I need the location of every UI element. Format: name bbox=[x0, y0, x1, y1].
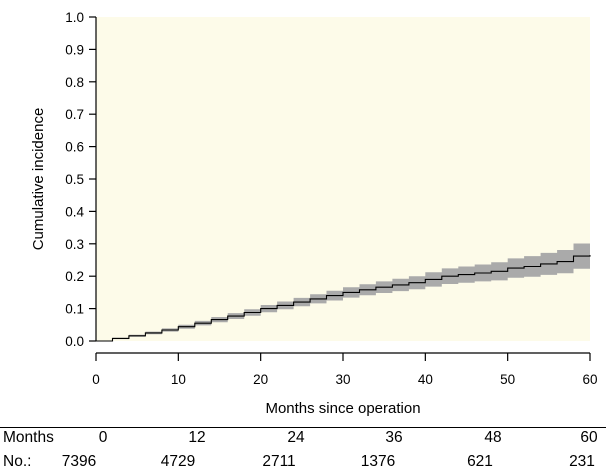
y-tick-label: 0.8 bbox=[65, 75, 84, 90]
y-axis-label: Cumulative incidence bbox=[30, 108, 47, 251]
count-cell: 621 bbox=[467, 453, 493, 470]
count-cell: 4729 bbox=[160, 453, 196, 470]
count-cell: 231 bbox=[569, 453, 595, 470]
y-tick-label: 0.6 bbox=[65, 140, 84, 155]
x-tick-label: 0 bbox=[92, 372, 100, 387]
count-cell: 1376 bbox=[360, 453, 396, 470]
count-cell: 7396 bbox=[61, 453, 97, 470]
months-cell: 48 bbox=[484, 429, 502, 446]
cumulative-incidence-chart: 0.0 0.1 0.2 0.3 0.4 0.5 0.6 0.7 0.8 0.9 1.0 0 10 20 30… bbox=[30, 10, 598, 417]
x-tick-label: 10 bbox=[171, 372, 186, 387]
x-tick-label: 30 bbox=[335, 372, 350, 387]
y-tick-label: 0.9 bbox=[65, 42, 84, 57]
x-tick-label: 40 bbox=[418, 372, 433, 387]
count-cell: 2711 bbox=[262, 453, 296, 470]
y-tick-label: 0.7 bbox=[65, 107, 84, 122]
y-tick-label: 0.2 bbox=[65, 269, 84, 284]
y-tick-label: 0.5 bbox=[65, 172, 84, 187]
x-tick-label: 60 bbox=[582, 372, 597, 387]
confidence-band bbox=[96, 242, 590, 341]
x-tick-label: 20 bbox=[253, 372, 268, 387]
y-tick-label: 0.1 bbox=[65, 302, 84, 317]
incidence-curve bbox=[96, 255, 591, 342]
y-tick-label: 1.0 bbox=[65, 10, 84, 25]
x-tick-label: 50 bbox=[500, 372, 515, 387]
plot-panel bbox=[96, 17, 590, 341]
y-tick-label: 0.4 bbox=[65, 204, 84, 219]
months-cell: 24 bbox=[287, 429, 305, 446]
count-row-header: No.: bbox=[3, 453, 32, 470]
x-axis-label: Months since operation bbox=[265, 400, 420, 417]
months-cell: 36 bbox=[385, 429, 403, 446]
y-tick-label: 0.0 bbox=[65, 334, 84, 349]
number-at-risk-table: Months No.: 0 12 24 36 48 60 7396 4729 2711 1376… bbox=[0, 425, 606, 475]
table-top-rule bbox=[0, 427, 606, 428]
months-cell: 60 bbox=[580, 429, 598, 446]
months-cell: 12 bbox=[188, 429, 206, 446]
months-row-header: Months bbox=[3, 429, 54, 446]
months-cell: 0 bbox=[98, 429, 108, 446]
y-tick-label: 0.3 bbox=[65, 237, 84, 252]
